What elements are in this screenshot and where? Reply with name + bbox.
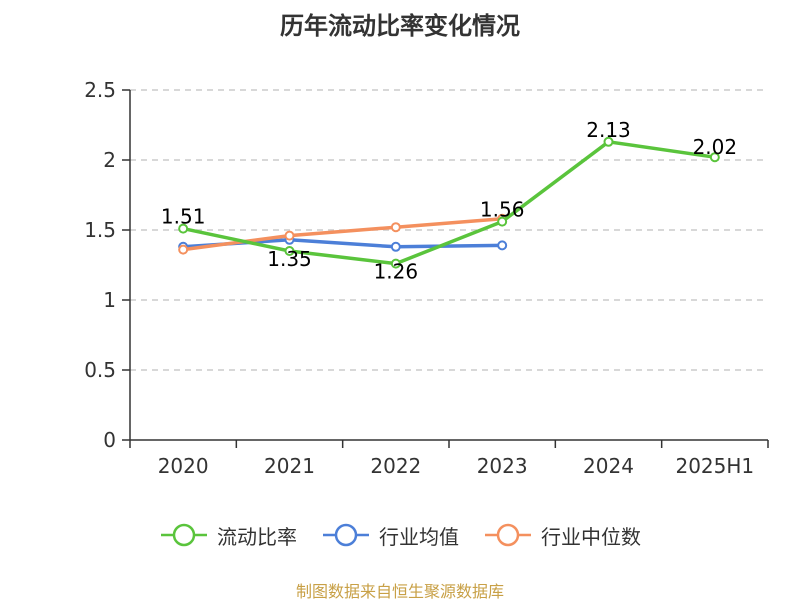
series-line-0 — [182, 140, 716, 266]
legend-label: 流动比率 — [217, 524, 297, 549]
legend-label: 行业均值 — [379, 524, 459, 549]
data-point — [497, 240, 508, 251]
data-point — [497, 216, 508, 227]
data-point — [178, 223, 189, 234]
legend-line-circle-icon — [161, 523, 207, 547]
legend-label: 行业中位数 — [541, 524, 641, 549]
legend-line-circle-icon — [323, 523, 369, 547]
x-tick-label: 2022 — [370, 454, 421, 478]
x-tick-label: 2025H1 — [675, 454, 754, 478]
data-point — [284, 230, 295, 241]
data-point — [178, 244, 189, 255]
data-label: 1.51 — [161, 205, 206, 229]
y-tick-label: 1 — [103, 288, 116, 312]
y-tick-label: 2.5 — [84, 78, 116, 102]
data-label: 2.13 — [586, 118, 631, 142]
chart-title: 历年流动比率变化情况 — [280, 12, 520, 40]
legend-item[interactable]: 行业均值 — [321, 520, 459, 550]
x-tick-label: 2023 — [477, 454, 528, 478]
data-point — [709, 152, 720, 163]
data-point — [284, 246, 295, 256]
x-tick-label: 2021 — [264, 454, 315, 478]
data-label: 2.02 — [693, 135, 738, 159]
y-tick-label: 0 — [103, 428, 116, 452]
y-tick-label: 0.5 — [84, 358, 116, 382]
line-chart: 0 0.5 1 1.5 2 2.5 2020 2021 2022 2023 2024 2025H1 1.… — [84, 78, 769, 478]
data-point — [390, 258, 401, 269]
data-point — [390, 241, 401, 252]
legend-line-circle-icon — [485, 523, 531, 547]
source-note: 制图数据来自恒生聚源数据库 — [295, 582, 504, 601]
legend-item[interactable]: 行业中位数 — [483, 520, 641, 550]
y-tick-label: 1.5 — [84, 218, 116, 242]
series-line-2 — [182, 217, 503, 252]
data-point — [603, 136, 614, 147]
x-tick-label: 2024 — [583, 454, 634, 478]
legend-item[interactable]: 流动比率 — [159, 520, 297, 550]
data-point — [390, 222, 401, 233]
chart-legend: 流动比率 行业均值 行业中位数 — [0, 520, 800, 550]
data-label: 1.35 — [267, 247, 312, 271]
data-label: 1.26 — [374, 260, 419, 284]
x-tick-label: 2020 — [158, 454, 209, 478]
data-label: 1.56 — [480, 198, 525, 222]
y-tick-label: 2 — [103, 148, 116, 172]
